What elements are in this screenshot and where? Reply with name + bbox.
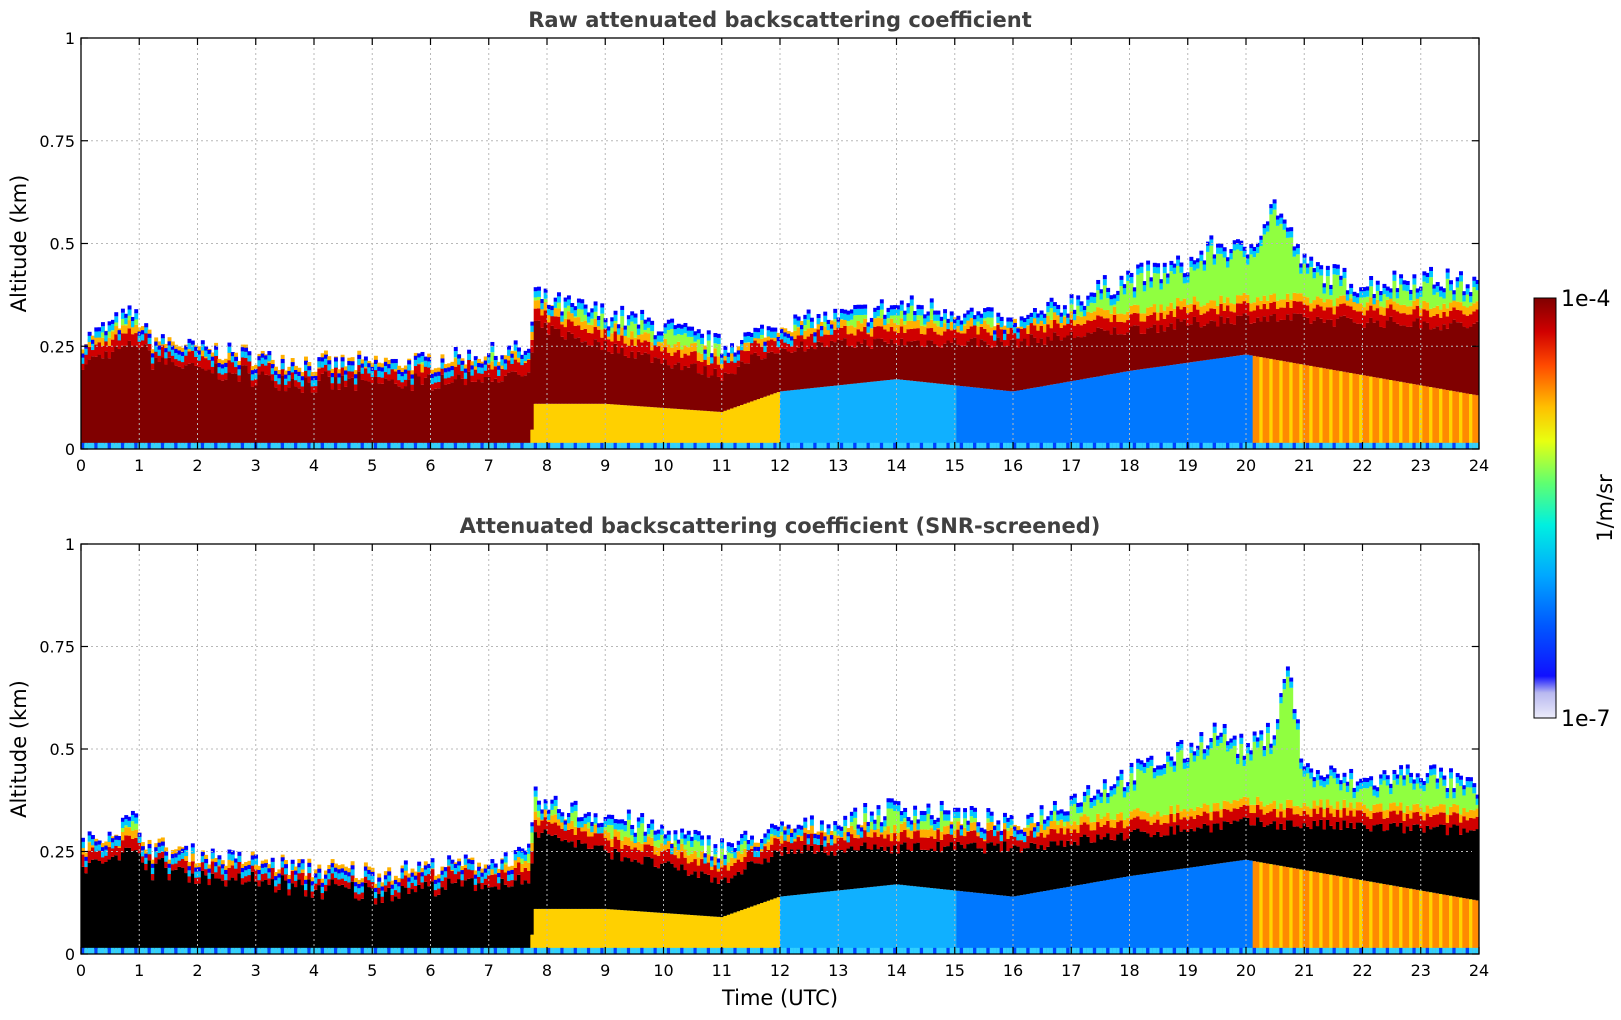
x-tick-label: 24 <box>1469 961 1489 980</box>
grid-0 <box>81 38 1479 449</box>
x-tick-label: 8 <box>542 456 552 475</box>
y-tick-label: 0.5 <box>50 740 75 759</box>
x-tick-label: 13 <box>828 961 848 980</box>
x-tick-label: 3 <box>251 456 261 475</box>
x-tick-label: 3 <box>251 961 261 980</box>
x-tick-label: 21 <box>1294 456 1314 475</box>
x-tick-label: 10 <box>653 961 673 980</box>
y-tick-label: 0.75 <box>39 638 75 657</box>
x-tick-label: 6 <box>425 456 435 475</box>
y-tick-label: 0.75 <box>39 132 75 151</box>
x-tick-label: 15 <box>945 456 965 475</box>
x-tick-label: 15 <box>945 961 965 980</box>
x-tick-label: 2 <box>192 456 202 475</box>
x-tick-label: 12 <box>770 456 790 475</box>
x-tick-label: 20 <box>1236 961 1256 980</box>
colorbar-unit-label: 1/m/sr <box>1593 474 1617 542</box>
x-tick-label: 7 <box>484 456 494 475</box>
y-tick-label: 0.25 <box>39 843 75 862</box>
chart-title: Attenuated backscattering coefficient (S… <box>460 514 1101 538</box>
x-tick-label: 17 <box>1061 456 1081 475</box>
y-tick-label: 0 <box>65 945 75 964</box>
x-tick-label: 0 <box>76 456 86 475</box>
x-tick-label: 4 <box>309 961 319 980</box>
x-tick-label: 22 <box>1352 456 1372 475</box>
x-tick-label: 10 <box>653 456 673 475</box>
colorbar: 1e-4 1e-7 1/m/sr <box>1533 287 1617 732</box>
x-tick-label: 6 <box>425 961 435 980</box>
x-tick-label: 12 <box>770 961 790 980</box>
x-tick-label: 1 <box>134 456 144 475</box>
x-tick-label: 23 <box>1411 456 1431 475</box>
x-tick-label: 9 <box>600 961 610 980</box>
chart-title: Raw attenuated backscattering coefficien… <box>528 8 1032 32</box>
heatmap-1 <box>81 666 1479 954</box>
x-tick-label: 9 <box>600 456 610 475</box>
raw-backscatter-panel: 0 1 2 3 4 5 6 7 8 9 10 11 12 13 14 15 16 17 18 19 20 21 22 23 24… <box>7 8 1489 475</box>
x-tick-label: 23 <box>1411 961 1431 980</box>
x-tick-label: 5 <box>367 456 377 475</box>
x-tick-label: 11 <box>712 961 732 980</box>
x-tick-label: 18 <box>1119 456 1139 475</box>
x-tick-label: 24 <box>1469 456 1489 475</box>
x-tick-label: 0 <box>76 961 86 980</box>
heatmap-0 <box>81 199 1479 449</box>
x-tick-label: 21 <box>1294 961 1314 980</box>
x-tick-label: 8 <box>542 961 552 980</box>
y-tick-label: 0.25 <box>39 337 75 356</box>
x-tick-label: 5 <box>367 961 377 980</box>
x-tick-label: 14 <box>886 961 906 980</box>
x-tick-label: 14 <box>886 456 906 475</box>
x-tick-label: 16 <box>1003 456 1023 475</box>
x-tick-label: 2 <box>192 961 202 980</box>
snr-screened-backscatter-panel: 0 1 2 3 4 5 6 7 8 9 10 11 12 13 14 15 16 17 18 19 20 21 22 23 24… <box>7 514 1489 1010</box>
x-tick-label: 7 <box>484 961 494 980</box>
x-tick-label: 19 <box>1178 456 1198 475</box>
x-tick-label: 11 <box>712 456 732 475</box>
x-tick-label: 20 <box>1236 456 1256 475</box>
x-tick-label: 16 <box>1003 961 1023 980</box>
y-axis-label: Altitude (km) <box>7 680 31 818</box>
colorbar-min-label: 1e-7 <box>1561 707 1610 732</box>
colorbar-max-label: 1e-4 <box>1561 287 1610 312</box>
y-tick-label: 1 <box>65 29 75 48</box>
grid-1 <box>81 544 1479 954</box>
colorbar-gradient <box>1533 297 1557 719</box>
y-axis-label: Altitude (km) <box>7 175 31 313</box>
y-tick-label: 0.5 <box>50 235 75 254</box>
x-axis-label: Time (UTC) <box>721 986 838 1010</box>
x-tick-label: 13 <box>828 456 848 475</box>
x-tick-label: 22 <box>1352 961 1372 980</box>
x-tick-label: 17 <box>1061 961 1081 980</box>
x-tick-label: 1 <box>134 961 144 980</box>
x-tick-label: 4 <box>309 456 319 475</box>
y-tick-label: 0 <box>65 440 75 459</box>
x-tick-label: 18 <box>1119 961 1139 980</box>
y-tick-label: 1 <box>65 535 75 554</box>
x-tick-label: 19 <box>1178 961 1198 980</box>
